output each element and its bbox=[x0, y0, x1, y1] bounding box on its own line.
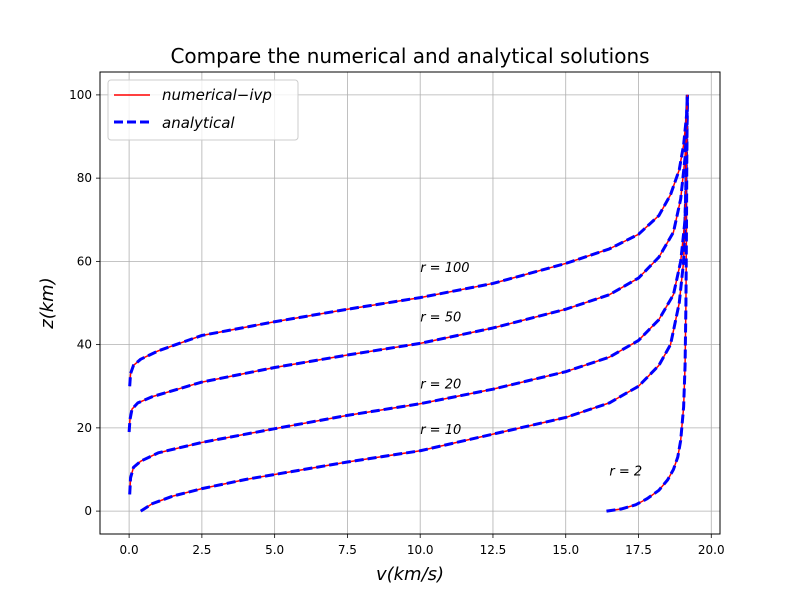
y-tick-label: 0 bbox=[84, 504, 92, 518]
y-tick-label: 60 bbox=[77, 254, 92, 268]
y-axis-label: z(km) bbox=[37, 277, 58, 329]
annotations: r = 2 r = 10 r = 20 r = 50 r = 100 bbox=[420, 261, 642, 480]
series-group bbox=[127, 94, 689, 513]
curve-label-r10: r = 10 bbox=[420, 423, 461, 438]
curve-label-r20: r = 20 bbox=[420, 377, 461, 392]
y-tick-label: 20 bbox=[77, 421, 92, 435]
y-tick-label: 80 bbox=[77, 171, 92, 185]
x-tick-label: 20.0 bbox=[698, 543, 725, 557]
legend: numerical−ivp analytical bbox=[107, 79, 299, 141]
curve-label-r50: r = 50 bbox=[420, 311, 461, 326]
y-tick-label: 40 bbox=[77, 338, 92, 352]
x-tick-label: 17.5 bbox=[625, 543, 652, 557]
x-tick-label: 10.0 bbox=[407, 543, 434, 557]
grid bbox=[100, 72, 720, 534]
series-analytical-r2 bbox=[606, 94, 689, 513]
series-analytical-r50 bbox=[127, 94, 689, 433]
x-tick-label: 12.5 bbox=[480, 543, 507, 557]
series-analytical-r100 bbox=[128, 94, 689, 387]
curve-label-r100: r = 100 bbox=[420, 261, 469, 276]
legend-box bbox=[107, 79, 299, 141]
x-tick-label: 2.5 bbox=[192, 543, 211, 557]
chart-title: Compare the numerical and analytical sol… bbox=[170, 44, 649, 68]
series-analytical-r20 bbox=[128, 94, 689, 495]
x-tick-label: 7.5 bbox=[338, 543, 357, 557]
ticks: 0.0 2.5 5.0 7.5 10.0 12.5 15.0 17.5 20.0 0 20 40 60 8… bbox=[69, 88, 725, 557]
plot-frame bbox=[99, 71, 721, 535]
legend-label-numerical: numerical−ivp bbox=[162, 86, 272, 104]
y-tick-label: 100 bbox=[69, 88, 92, 102]
x-tick-label: 15.0 bbox=[552, 543, 579, 557]
x-axis-label: v(km/s) bbox=[376, 564, 444, 585]
series-analytical-r10 bbox=[139, 94, 689, 513]
legend-label-analytical: analytical bbox=[162, 114, 235, 132]
x-tick-label: 0.0 bbox=[120, 543, 139, 557]
x-tick-label: 5.0 bbox=[265, 543, 284, 557]
curve-label-r2: r = 2 bbox=[609, 465, 642, 480]
